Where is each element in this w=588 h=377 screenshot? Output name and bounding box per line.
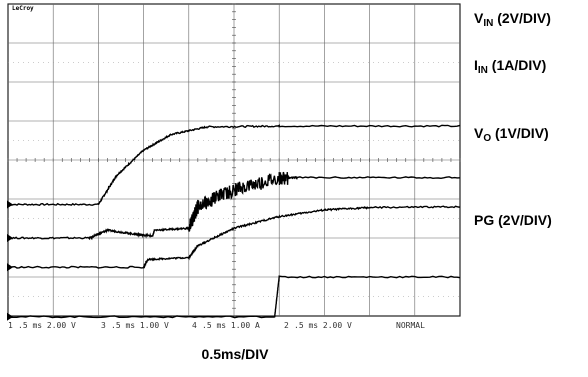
footer-ch4-setting: .5 ms 1.00 A — [202, 321, 260, 330]
channel-marker-iin — [7, 234, 13, 242]
trace-iin — [7, 171, 461, 241]
scope-brand-label: LeCroy — [12, 5, 34, 12]
channel-markers — [7, 200, 13, 321]
footer-ch1: 1 — [8, 321, 13, 330]
trace-vo — [7, 205, 461, 269]
scope-footer: 1 .5 ms 2.00 V 3 .5 ms 1.00 V 4 .5 ms 1.… — [8, 321, 468, 335]
legend-vo: VO (1V/DIV) — [474, 125, 549, 144]
legend-vin: VIN (2V/DIV) — [474, 10, 551, 29]
x-axis-label: 0.5ms/DIV — [201, 346, 269, 362]
footer-ch4: 4 — [192, 321, 197, 330]
footer-ch1-setting: .5 ms 2.00 V — [18, 321, 76, 330]
footer-ch3: 3 — [101, 321, 106, 330]
footer-ch3-setting: .5 ms 1.00 V — [111, 321, 169, 330]
trace-vin — [7, 124, 461, 206]
channel-marker-vo — [7, 263, 13, 272]
trace-pg — [7, 275, 461, 319]
footer-ch2: 2 — [284, 321, 289, 330]
legend-pg: PG (2V/DIV) — [474, 212, 552, 228]
channel-marker-pg — [7, 312, 13, 321]
footer-trigger-mode: NORMAL — [396, 321, 425, 330]
scope-grid — [7, 3, 461, 317]
channel-marker-vin — [7, 200, 13, 209]
footer-ch2-setting: .5 ms 2.00 V — [294, 321, 352, 330]
legend-iin: IIN (1A/DIV) — [474, 57, 547, 76]
scope-traces — [7, 124, 461, 319]
